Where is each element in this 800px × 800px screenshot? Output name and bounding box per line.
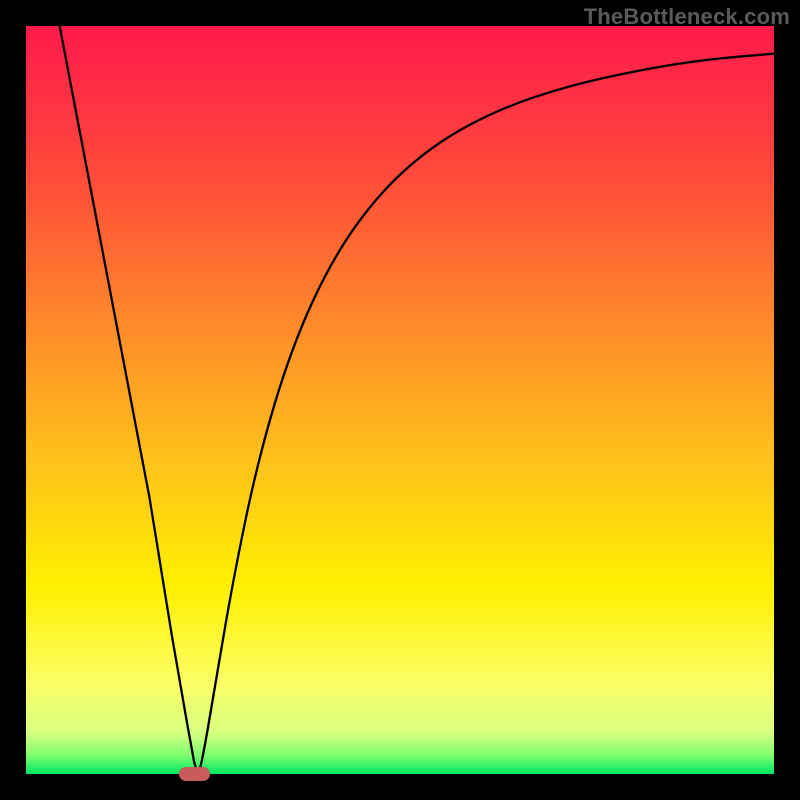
watermark-text: TheBottleneck.com [584, 4, 790, 30]
optimum-marker [179, 767, 210, 780]
plot-area [26, 26, 774, 774]
chart-outer-frame: TheBottleneck.com [0, 0, 800, 800]
bottleneck-curve [26, 26, 774, 774]
